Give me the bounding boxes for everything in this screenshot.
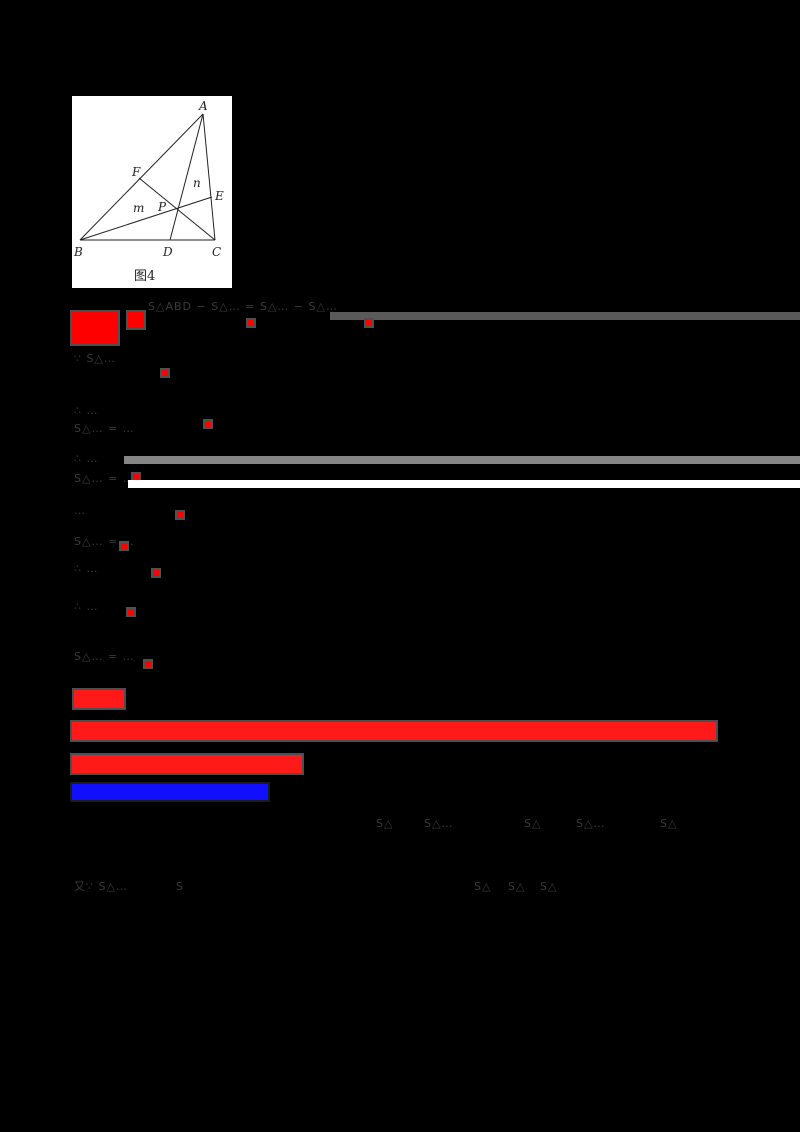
triangle-diagram: A B C D E F P m n 图4 [73, 99, 224, 284]
marker-dot [121, 543, 127, 549]
equation-fragment: S△ABD − S△… = S△… − S△… [148, 300, 338, 313]
solution-step: ∴ … [74, 404, 99, 417]
vertex-label-b: B [73, 245, 83, 259]
region-label-m: m [133, 201, 144, 215]
divider-bar [330, 312, 800, 320]
marker-dot [128, 609, 134, 615]
solution-step: S△… = … [74, 472, 135, 485]
solution-step: S△… = … [74, 650, 135, 663]
marker-dot [145, 661, 151, 667]
type-label: 类型二、多边形中线问题 [72, 784, 268, 800]
divider-bar [128, 480, 800, 488]
analysis-tag: 【点睛】 [74, 690, 124, 708]
solution-step: ∴ … [74, 600, 99, 613]
formula-fragment: S△ [660, 817, 678, 830]
solution-step: ∵ S△… [74, 352, 116, 365]
vertex-label-p: P [157, 200, 167, 214]
formula-fragment: 又∵ S△… [74, 880, 128, 893]
analysis-line-2: 等于底之比，利用面积的和差关系求解。 [72, 755, 302, 773]
formula-fragment: S△ [474, 880, 492, 893]
marker-dot [205, 421, 211, 427]
answer-tag: 【答案】 [72, 312, 118, 344]
solution-step: S△… = … [74, 422, 135, 435]
answer-tag-short: 略 [128, 312, 144, 328]
solution-step: … [74, 504, 86, 517]
marker-dot [248, 320, 254, 326]
formula-fragment: S△ [524, 817, 542, 830]
solution-step: S△… = … [74, 535, 135, 548]
formula-fragment: S△… [576, 817, 606, 830]
triangle-figure: A B C D E F P m n 图4 [72, 96, 232, 288]
formula-fragment: S△ [376, 817, 394, 830]
marker-dot [162, 370, 168, 376]
formula-fragment: S△ [540, 880, 558, 893]
vertex-label-f: F [131, 165, 141, 179]
marker-dot [177, 512, 183, 518]
vertex-label-c: C [212, 245, 221, 259]
solution-step: ∴ … [74, 562, 99, 575]
formula-fragment: S△ [508, 880, 526, 893]
solution-step: ∴ … [74, 452, 99, 465]
vertex-label-a: A [198, 99, 208, 113]
marker-dot [133, 474, 139, 480]
divider-bar [124, 456, 800, 464]
vertex-label-e: E [214, 189, 224, 203]
formula-fragment: S△… [424, 817, 454, 830]
marker-dot [153, 570, 159, 576]
formula-fragment: S [176, 880, 184, 893]
vertex-label-d: D [162, 245, 173, 259]
figure-caption: 图4 [134, 269, 155, 284]
analysis-line-1: 本题考查了三角形面积之间的关系，（1）根据等底等高的三角形面积相等，根据等高的三… [72, 722, 716, 740]
region-label-n: n [193, 176, 201, 190]
marker-dot [366, 320, 372, 326]
